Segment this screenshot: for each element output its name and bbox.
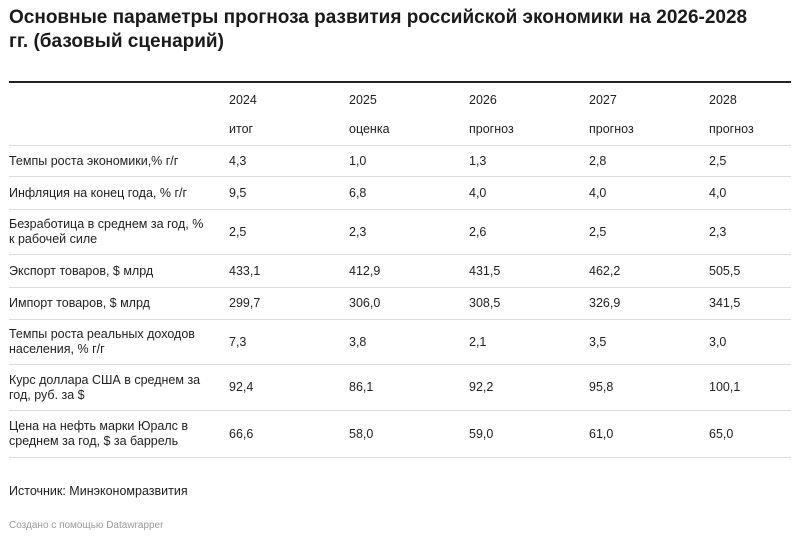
cell-value: 433,1 [229, 263, 261, 278]
row-label: Цена на нефть марки Юралс в среднем за г… [9, 419, 189, 448]
status: оценка [349, 122, 390, 136]
data-row: Темпы роста экономики,% г/г 4,3 1,0 1,3 2,8 2… [9, 146, 791, 177]
row-label: Импорт товаров, $ млрд [9, 296, 150, 310]
cell-value: 341,5 [709, 296, 741, 310]
cell-value: 4,0 [709, 185, 727, 200]
cell-value: 2,5 [589, 224, 607, 239]
cell-value: 306,0 [349, 296, 381, 310]
cell-value: 2,5 [709, 153, 727, 168]
cell-value: 92,2 [469, 380, 494, 394]
cell-value: 462,2 [589, 263, 621, 278]
cell-value: 95,8 [589, 380, 614, 394]
cell-value: 7,3 [229, 334, 247, 349]
year: 2025 [349, 92, 377, 107]
cell-value: 326,9 [589, 296, 621, 310]
subheader-row: итог оценка прогноз прогноз прогноз [9, 114, 791, 146]
cell-value: 66,6 [229, 426, 254, 441]
cell-value: 2,3 [349, 224, 367, 239]
cell-value: 3,0 [709, 334, 727, 349]
cell-value: 2,1 [469, 334, 487, 349]
credit: Создано с помощью Datawrapper [9, 520, 164, 531]
cell-value: 2,3 [709, 224, 727, 239]
year: 2024 [229, 92, 257, 107]
cell-value: 100,1 [709, 380, 741, 394]
cell-value: 58,0 [349, 426, 374, 441]
cell-value: 59,0 [469, 426, 494, 441]
cell-value: 92,4 [229, 380, 254, 394]
data-row: Курс доллара США в среднем за год, руб. … [9, 365, 791, 411]
data-row: Безработица в среднем за год, % к рабоче… [9, 210, 791, 255]
data-row: Экспорт товаров, $ млрд 433,1 412,9 431,5 46… [9, 255, 791, 288]
cell-value: 308,5 [469, 296, 501, 310]
header-rule [9, 81, 791, 83]
cell-value: 2,8 [589, 153, 607, 168]
title: Основные параметры прогноза развития рос… [9, 7, 748, 52]
row-label: Инфляция на конец года, % г/г [9, 185, 188, 200]
cell-value: 505,5 [709, 263, 741, 278]
row-label: Безработица в среднем за год, % к рабоче… [9, 217, 204, 246]
cell-value: 299,7 [229, 296, 261, 310]
cell-value: 4,3 [229, 153, 247, 168]
status: итог [229, 122, 254, 136]
cell-value: 3,8 [349, 334, 367, 349]
status: прогноз [709, 122, 754, 136]
cell-value: 1,0 [349, 153, 367, 168]
data-row: Темпы роста реальных доходов населения, … [9, 320, 791, 365]
cell-value: 431,5 [469, 263, 501, 278]
cell-value: 4,0 [469, 185, 487, 200]
status: прогноз [469, 122, 514, 136]
cell-value: 412,9 [349, 263, 381, 278]
data-row: Инфляция на конец года, % г/г 9,5 6,8 4,0 4,… [9, 177, 791, 210]
year: 2026 [469, 92, 497, 107]
row-label: Темпы роста экономики,% г/г [9, 153, 179, 168]
data-row: Цена на нефть марки Юралс в среднем за г… [9, 411, 791, 458]
row-label: Экспорт товаров, $ млрд [9, 263, 154, 278]
row-label: Курс доллара США в среднем за год, руб. … [9, 372, 201, 402]
cell-value: 2,5 [229, 224, 247, 239]
cell-value: 65,0 [709, 426, 734, 441]
cell-value: 6,8 [349, 185, 367, 200]
header-row: 2024 2025 2026 2027 2028 [9, 86, 791, 114]
cell-value: 1,3 [469, 153, 487, 168]
year: 2028 [709, 92, 737, 107]
cell-value: 9,5 [229, 185, 247, 200]
year: 2027 [589, 92, 617, 107]
data-row: Импорт товаров, $ млрд 299,7 306,0 308,5 326… [9, 288, 791, 320]
status: прогноз [589, 122, 634, 136]
cell-value: 86,1 [349, 380, 374, 394]
source: Источник: Минэкономразвития [9, 484, 188, 498]
cell-value: 2,6 [469, 224, 487, 239]
row-label: Темпы роста реальных доходов населения, … [9, 327, 195, 356]
cell-value: 4,0 [589, 185, 607, 200]
cell-value: 3,5 [589, 334, 607, 349]
cell-value: 61,0 [589, 426, 614, 441]
